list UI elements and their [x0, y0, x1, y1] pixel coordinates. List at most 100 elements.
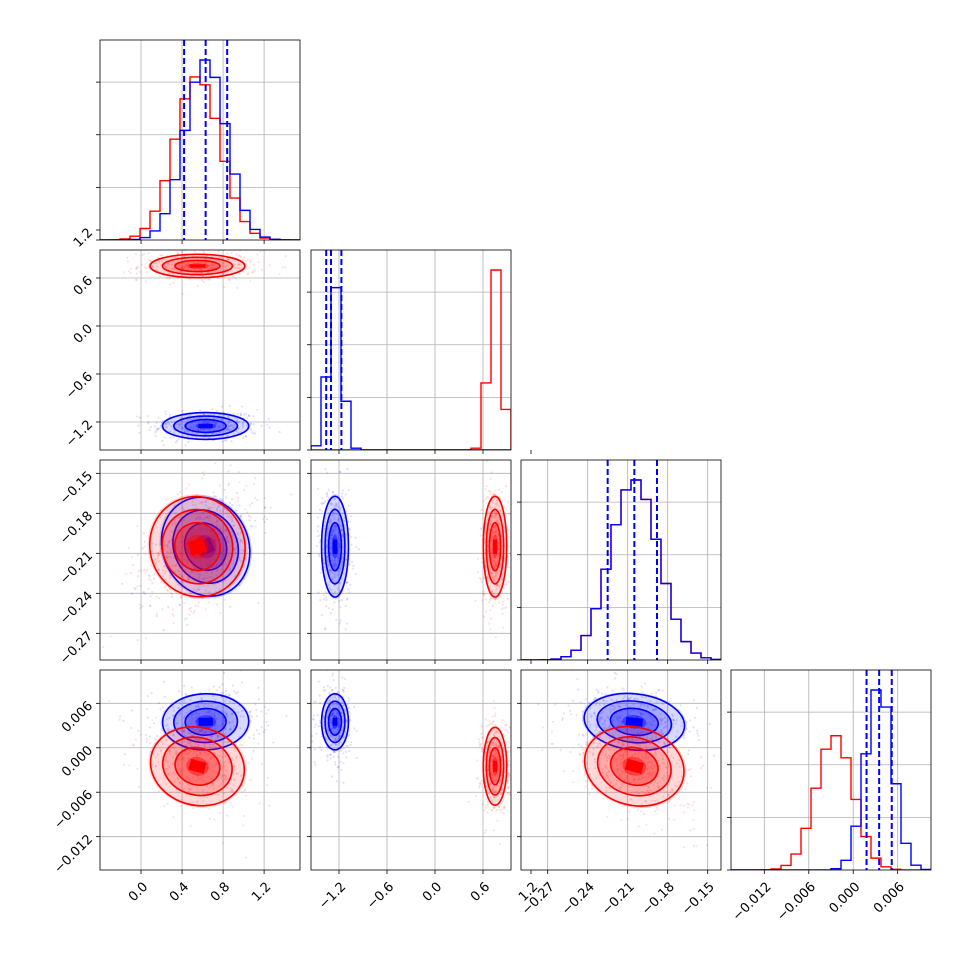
scatter-point-red	[175, 788, 178, 791]
scatter-point-red	[143, 569, 146, 572]
scatter-point-blue	[687, 752, 690, 756]
scatter-point-red	[178, 554, 181, 558]
scatter-point-red	[673, 804, 676, 807]
scatter-point-red	[484, 718, 487, 721]
scatter-point-red	[200, 557, 203, 560]
scatter-point-blue	[249, 525, 252, 528]
y-tick-label-p2: −0.24	[57, 589, 96, 628]
scatter-point-blue	[198, 578, 201, 581]
scatter-point-blue	[342, 704, 346, 707]
scatter-point-red	[502, 807, 506, 810]
scatter-point-blue	[592, 752, 595, 755]
contour-red	[583, 725, 685, 807]
scatter-point-red	[211, 263, 214, 266]
scatter-point-blue	[331, 559, 334, 562]
scatter-point-blue	[660, 723, 663, 726]
scatter-point-red	[231, 788, 234, 791]
scatter-point-red	[500, 490, 503, 493]
scatter-point-red	[222, 723, 225, 726]
scatter-point-blue	[206, 711, 210, 714]
scatter-point-red	[641, 790, 644, 793]
panel-2d-1-0	[122, 250, 287, 447]
scatter-point-blue	[314, 763, 317, 766]
scatter-point-blue	[334, 736, 337, 740]
scatter-point-blue	[349, 515, 353, 518]
scatter-point-blue	[595, 689, 598, 692]
scatter-point-blue	[196, 428, 200, 431]
scatter-point-blue	[214, 752, 217, 755]
scatter-point-blue	[209, 726, 212, 729]
scatter-point-red	[222, 774, 225, 777]
scatter-point-red	[137, 785, 141, 789]
scatter-point-blue	[331, 688, 334, 691]
scatter-point-red	[169, 591, 173, 594]
scatter-point-blue	[332, 564, 336, 568]
scatter-point-red	[145, 637, 148, 640]
scatter-point-red	[196, 267, 199, 270]
scatter-point-blue	[171, 523, 174, 526]
scatter-point-red	[228, 278, 231, 282]
scatter-point-red	[581, 733, 584, 736]
scatter-point-red	[629, 781, 632, 784]
scatter-point-blue	[158, 597, 161, 600]
scatter-point-blue	[620, 721, 624, 724]
scatter-point-red	[497, 541, 500, 544]
scatter-point-red	[502, 626, 505, 629]
scatter-point-red	[665, 777, 668, 780]
scatter-point-red	[151, 265, 154, 268]
scatter-point-red	[495, 730, 498, 733]
scatter-point-red	[505, 508, 508, 511]
x-tick-label-p0: 0.0	[126, 880, 151, 905]
scatter-point-red	[210, 777, 213, 780]
scatter-point-red	[209, 534, 213, 537]
scatter-point-red	[221, 560, 224, 563]
scatter-point-red	[620, 757, 623, 761]
scatter-point-blue	[229, 728, 232, 731]
scatter-point-red	[494, 571, 497, 574]
scatter-point-red	[491, 767, 494, 770]
scatter-point-red	[192, 557, 195, 560]
scatter-point-blue	[209, 743, 212, 746]
scatter-point-blue	[231, 684, 235, 687]
scatter-point-blue	[232, 702, 235, 705]
scatter-point-red	[495, 535, 498, 539]
scatter-point-blue	[338, 722, 341, 725]
density-peak-red	[187, 537, 208, 556]
scatter-point-red	[263, 506, 267, 510]
scatter-point-red	[180, 565, 184, 569]
scatter-point-red	[192, 807, 195, 810]
scatter-point-blue	[340, 711, 343, 715]
scatter-point-red	[478, 741, 481, 744]
scatter-point-red	[206, 775, 209, 779]
scatter-point-blue	[335, 533, 338, 537]
scatter-point-blue	[170, 420, 173, 424]
scatter-point-red	[502, 747, 505, 751]
scatter-point-red	[621, 754, 624, 757]
scatter-point-blue	[627, 697, 630, 701]
scatter-point-blue	[324, 628, 327, 631]
scatter-point-blue	[242, 413, 246, 416]
scatter-point-red	[493, 795, 496, 799]
scatter-point-red	[492, 790, 495, 794]
scatter-point-red	[584, 743, 588, 746]
scatter-point-blue	[611, 721, 615, 724]
scatter-point-red	[165, 258, 168, 262]
scatter-point-red	[152, 763, 155, 766]
scatter-point-red	[194, 267, 197, 270]
scatter-point-red	[481, 748, 484, 751]
scatter-point-blue	[661, 757, 664, 761]
scatter-point-blue	[240, 709, 243, 712]
scatter-point-red	[499, 802, 503, 805]
scatter-point-blue	[329, 519, 332, 522]
scatter-point-red	[167, 736, 170, 740]
scatter-point-red	[648, 788, 652, 792]
scatter-point-blue	[661, 718, 664, 721]
scatter-point-red	[179, 515, 182, 518]
scatter-point-red	[229, 790, 232, 793]
scatter-point-red	[493, 732, 496, 735]
scatter-point-blue	[627, 698, 630, 701]
scatter-point-blue	[208, 715, 211, 718]
scatter-point-blue	[216, 421, 219, 424]
scatter-point-blue	[231, 425, 235, 429]
scatter-point-red	[224, 775, 228, 778]
